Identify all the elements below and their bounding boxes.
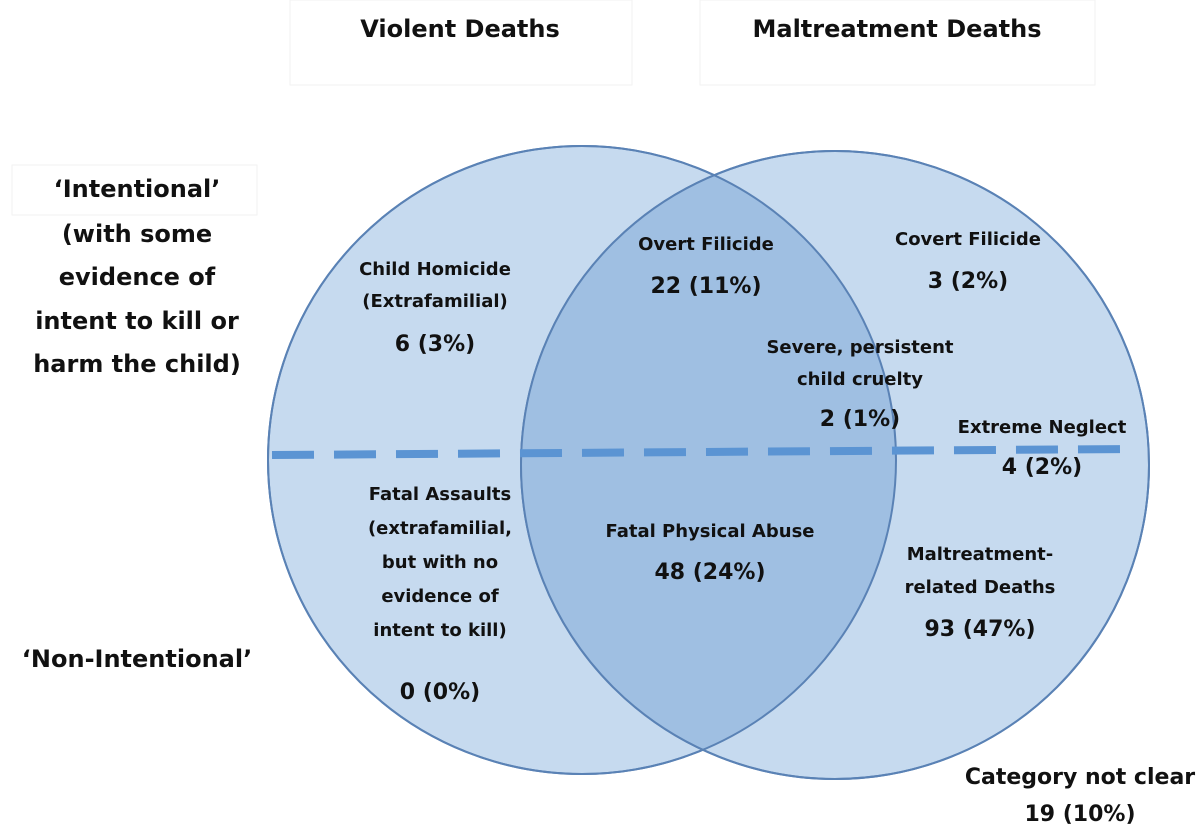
region-count: 4 (2%) xyxy=(1002,455,1082,480)
heading: Violent Deaths xyxy=(360,15,560,43)
region-count: 22 (11%) xyxy=(650,274,761,299)
region-label: (extrafamilial, xyxy=(368,518,512,539)
maltreatment-outline xyxy=(520,150,1150,780)
heading-box xyxy=(699,0,1096,86)
side-label: ‘Non-Intentional’ xyxy=(22,645,252,673)
region-count: 48 (24%) xyxy=(654,560,765,585)
region-label: evidence of xyxy=(381,586,499,607)
region-label: Fatal Physical Abuse xyxy=(605,521,814,542)
side-label: evidence of xyxy=(59,263,216,291)
heading: Maltreatment Deaths xyxy=(753,15,1042,43)
label-box xyxy=(11,164,258,216)
side-label: harm the child) xyxy=(33,350,241,378)
outside-count: 19 (10%) xyxy=(1024,802,1135,827)
region-label: child cruelty xyxy=(797,369,923,390)
region-label: Fatal Assaults xyxy=(369,484,511,505)
region-label: Child Homicide xyxy=(359,259,511,280)
region-label: (Extrafamilial) xyxy=(362,291,508,312)
side-label: (with some xyxy=(62,220,212,248)
intent-divider xyxy=(271,445,1133,459)
side-label: intent to kill or xyxy=(35,307,239,335)
region-count: 93 (47%) xyxy=(924,617,1035,642)
outside-label: Category not clear xyxy=(965,765,1195,790)
region-count: 3 (2%) xyxy=(928,269,1008,294)
heading-box xyxy=(289,0,633,86)
region-label: Overt Filicide xyxy=(638,234,774,255)
overlap xyxy=(521,151,896,774)
region-label: intent to kill) xyxy=(373,620,506,641)
region-label: Covert Filicide xyxy=(895,229,1041,250)
violent-outline xyxy=(267,145,897,775)
side-label: ‘Intentional’ xyxy=(54,175,221,203)
region-count: 6 (3%) xyxy=(395,332,475,357)
region-label: Maltreatment- xyxy=(907,544,1054,565)
region-label: related Deaths xyxy=(905,577,1056,598)
region-label: Severe, persistent xyxy=(766,337,953,358)
region-count: 2 (1%) xyxy=(820,407,900,432)
region-label: but with no xyxy=(382,552,498,573)
region-label: Extreme Neglect xyxy=(958,417,1127,438)
region-count: 0 (0%) xyxy=(400,680,480,705)
